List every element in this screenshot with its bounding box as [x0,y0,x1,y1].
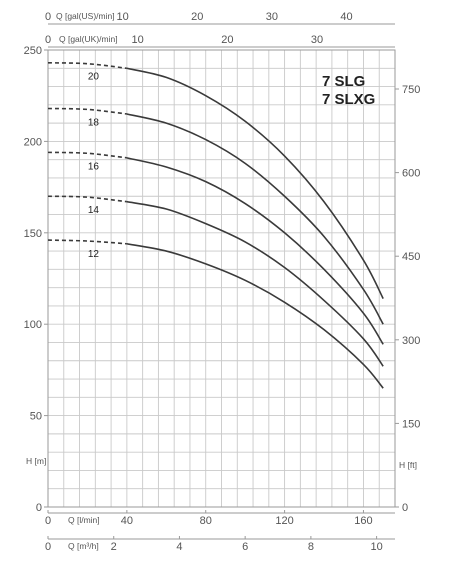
curve-16 [126,157,384,345]
x-tick-label-gal-uk: 30 [311,34,323,46]
x-tick-label-m3h: 8 [308,541,314,553]
x-tick-label-l-min: 40 [121,515,133,527]
x-tick-label-gal-us: 20 [191,11,203,23]
x-tick-label-gal-us: 0 [45,11,51,23]
curve-dashed-18 [47,107,127,115]
x-tick-label-gal-us: 10 [116,11,128,23]
y-tick-label-ft: 750 [402,84,420,96]
axes [44,23,399,540]
y-tick-label-ft: 600 [402,168,420,180]
x-tick-label-l-min: 0 [45,515,51,527]
y-tick-label-m: 150 [24,228,42,240]
x-axis-label-gal-uk: Q [gal(UK)/min] [59,34,118,44]
y-tick-label-m: 100 [24,319,42,331]
curve-dashed-20 [47,62,127,70]
curve-dashed-16 [47,151,127,159]
chart-title-line-2: 7 SLXG [322,91,375,108]
y-tick-label-m: 200 [24,136,42,148]
curve-label-18: 18 [88,117,100,128]
curve-label-16: 16 [88,161,100,172]
x-axis-label-gal-us: Q [gal(US)/min] [56,11,115,21]
x-tick-label-m3h: 0 [45,541,51,553]
curve-20 [126,67,384,299]
y-axis-label-ft: H [ft] [399,460,417,470]
y-tick-label-ft: 0 [402,502,408,514]
y-tick-label-m: 0 [36,502,42,514]
y-tick-label-m: 50 [30,411,42,423]
x-tick-label-gal-uk: 0 [45,34,51,46]
curve-label-20: 20 [88,72,100,83]
y-tick-label-ft: 450 [402,251,420,263]
curve-label-12: 12 [88,249,100,260]
x-tick-label-m3h: 10 [370,541,382,553]
x-tick-label-gal-uk: 10 [132,34,144,46]
x-tick-label-gal-us: 40 [340,11,352,23]
chart-title-line-1: 7 SLG [322,73,365,90]
x-tick-label-l-min: 160 [354,515,372,527]
curve-14 [126,200,384,367]
x-axis-label-l-min: Q [l/min] [68,515,100,525]
x-tick-label-m3h: 2 [111,541,117,553]
x-tick-label-gal-us: 30 [266,11,278,23]
x-tick-label-gal-uk: 20 [221,34,233,46]
y-tick-label-ft: 300 [402,335,420,347]
plot-frame [47,49,396,508]
curve-dashed-14 [47,195,127,203]
curve-18 [126,113,384,325]
x-tick-label-l-min: 120 [275,515,293,527]
curve-label-14: 14 [88,205,100,216]
curve-dashed-12 [47,239,127,245]
x-axis-label-m3h: Q [m³/h] [68,541,99,551]
y-tick-label-m: 250 [24,45,42,57]
x-tick-label-m3h: 4 [176,541,182,553]
y-tick-label-ft: 150 [402,418,420,430]
curve-12 [126,242,384,389]
y-axis-label-m: H [m] [26,456,46,466]
curves [47,62,384,389]
grid [48,50,395,507]
x-tick-label-l-min: 80 [200,515,212,527]
x-tick-label-m3h: 6 [242,541,248,553]
